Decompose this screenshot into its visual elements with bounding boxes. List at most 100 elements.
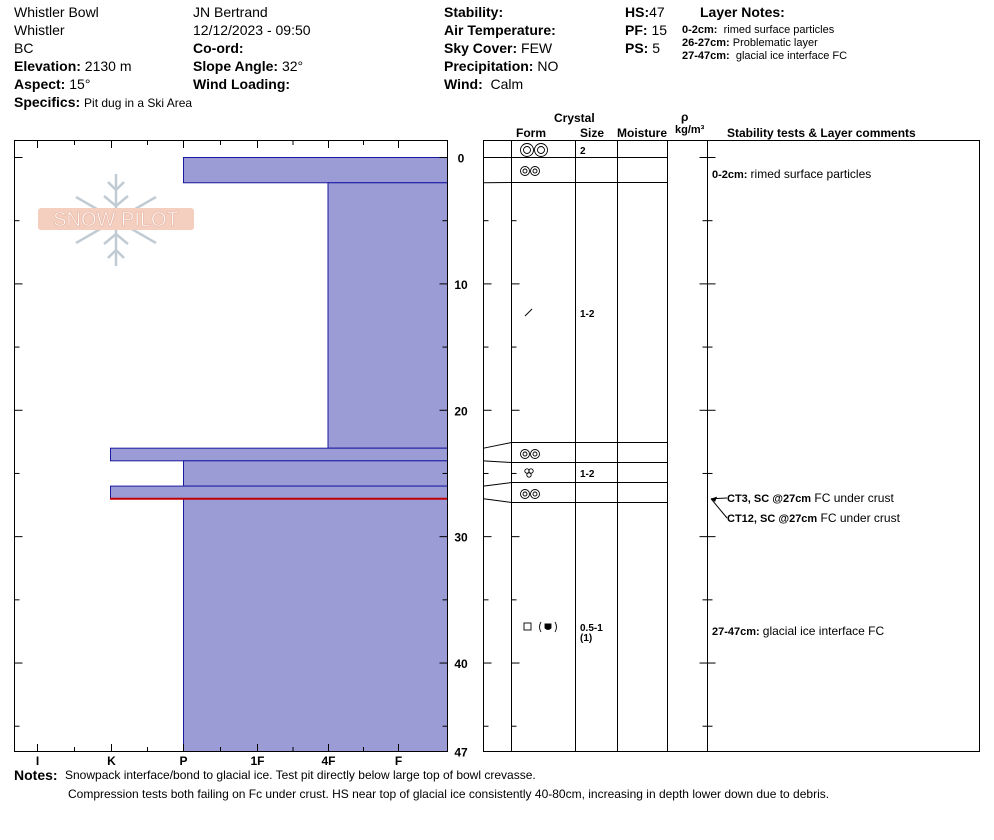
- hardness-layer-3: [110, 447, 448, 462]
- precip-label: Precipitation:: [444, 58, 534, 74]
- crystal-size-label: 1-2: [580, 469, 595, 480]
- specifics-label: Specifics:: [14, 94, 81, 110]
- form-header: Form: [516, 126, 546, 140]
- layer-note-3: 27-47cm: glacial ice interface FC: [682, 50, 847, 63]
- layer-note-2: 26-27cm: Problematic layer: [682, 37, 818, 50]
- logo-text: SNOW PILOT: [53, 209, 179, 231]
- notes-label: Notes:: [14, 767, 58, 783]
- notes-line-1: Snowpack interface/bond to glacial ice. …: [65, 768, 536, 782]
- aspect-row: Aspect: 15°: [14, 76, 90, 92]
- depth-tick-label: 30: [454, 531, 468, 545]
- wind-value: Calm: [490, 76, 524, 92]
- depth-tick-label: 0: [458, 152, 465, 166]
- density-unit: kg/m³: [675, 124, 705, 136]
- rimed-particles-icon: [520, 166, 540, 176]
- layer-note-text: glacial ice interface FC: [735, 50, 848, 62]
- slope-value: 32°: [281, 58, 304, 74]
- specifics-value: Pit dug in a Ski Area: [84, 96, 193, 110]
- depth-axis: 0 10 20 30 40 47: [14, 152, 716, 760]
- ps-row: PS: 5: [625, 40, 660, 56]
- hardness-axis: I K P 1F 4F F: [36, 140, 402, 768]
- stability-label: Stability:: [444, 4, 504, 20]
- observation-datetime: 12/12/2023 - 09:50: [193, 22, 311, 38]
- elevation-label: Elevation:: [14, 58, 81, 74]
- hardness-tick-label: 1F: [250, 754, 264, 768]
- layer-note-range: 0-2cm:: [682, 24, 718, 36]
- layer-comment-text: glacial ice interface FC: [763, 624, 885, 638]
- layer-connector: [483, 442, 512, 449]
- hardness-tick-label: K: [107, 754, 116, 768]
- ps-label: PS:: [625, 40, 649, 56]
- snowpilot-logo: SNOW PILOT: [38, 174, 194, 266]
- layer-comment-text: rimed surface particles: [751, 167, 872, 181]
- area-name: Whistler: [14, 22, 65, 38]
- stability-test-label: CT3, SC @27cm: [727, 493, 811, 505]
- crystal-size-label: (1): [580, 633, 592, 644]
- sky-label: Sky Cover:: [444, 40, 518, 56]
- hardness-layer-2: [327, 182, 448, 449]
- region-name: BC: [14, 40, 34, 56]
- arrow-icon: [711, 496, 717, 502]
- hardness-layers: [110, 157, 448, 752]
- density-symbol: ρ: [681, 110, 689, 124]
- comments-header: Stability tests & Layer comments: [727, 126, 916, 140]
- rimed-particles-icon: [520, 449, 540, 459]
- layer-notes-title: Layer Notes:: [700, 4, 785, 20]
- moisture-header: Moisture: [617, 126, 668, 140]
- specifics-row: Specifics: Pit dug in a Ski Area: [14, 94, 192, 110]
- depth-tick-label: 47: [454, 746, 468, 760]
- notes-line-2: Compression tests both failing on Fc und…: [68, 787, 830, 801]
- hardness-layer-1: [183, 157, 448, 184]
- layer-comment-range: 27-47cm:: [712, 626, 763, 638]
- crystal-size-label: 1-2: [580, 309, 595, 320]
- sky-value: FEW: [521, 40, 553, 56]
- crystal-header: Crystal: [554, 111, 595, 125]
- layer-comment-range: 0-2cm:: [712, 169, 751, 181]
- layer-comments: 0-2cm: rimed surface particles 27-47cm: g…: [712, 167, 884, 638]
- location-name: Whistler Bowl: [14, 4, 99, 20]
- stability-test: CT3, SC @27cm FC under crust: [727, 491, 894, 505]
- rimed-particles-icon: [520, 489, 540, 499]
- decomposing-fragments-icon: [524, 308, 533, 317]
- wind-loading-label: Wind Loading:: [193, 76, 291, 92]
- pf-label: PF:: [625, 22, 648, 38]
- layer-comment: 27-47cm: glacial ice interface FC: [712, 624, 884, 638]
- aspect-label: Aspect:: [14, 76, 66, 92]
- layer-connector: [483, 482, 512, 487]
- layer-note-range: 26-27cm:: [682, 37, 730, 49]
- stability-test-text: FC under crust: [811, 491, 894, 505]
- sky-row: Sky Cover: FEW: [444, 40, 552, 56]
- depth-tick-label: 40: [454, 657, 468, 671]
- observer-name: JN Bertrand: [193, 4, 268, 20]
- precip-row: Precipitation: NO: [444, 58, 558, 74]
- stability-test-label: CT12, SC @27cm: [727, 513, 817, 525]
- coord-label: Co-ord:: [193, 40, 244, 56]
- melt-forms-icon: [524, 468, 534, 478]
- crystal-size-label: 0.5-1: [580, 623, 603, 634]
- wind-label: Wind:: [444, 76, 483, 92]
- hardness-layer-5: [110, 485, 448, 500]
- stability-test-pointer: [710, 498, 728, 519]
- stability-tests: CT3, SC @27cm FC under crust CT12, SC @27…: [710, 491, 901, 525]
- logo-banner: [38, 208, 194, 230]
- layer-connector: [483, 460, 512, 463]
- hs-row: HS:47: [625, 4, 665, 20]
- stability-test: CT12, SC @27cm FC under crust: [727, 511, 901, 525]
- depth-tick-label: 20: [454, 404, 468, 418]
- precip-value: NO: [537, 58, 559, 74]
- layer-note-range: 27-47cm:: [682, 50, 730, 62]
- crystal-layers: 2 1-2 1-2 0.5-1(1): [483, 146, 668, 644]
- elevation-row: Elevation: 2130 m: [14, 58, 132, 74]
- pf-value: 15: [651, 22, 668, 38]
- faceted-crystals-icon: [523, 621, 557, 633]
- hardness-tick-label: F: [395, 754, 402, 768]
- slope-row: Slope Angle: 32°: [193, 58, 303, 74]
- layer-note-text: rimed surface particles: [723, 24, 835, 36]
- hardness-chart-frame: [14, 140, 448, 752]
- hs-value: 47: [649, 4, 665, 20]
- hardness-tick-label: 4F: [321, 754, 335, 768]
- size-header: Size: [580, 126, 605, 140]
- crystal-size-label: 2: [580, 146, 586, 157]
- layer-note-1: 0-2cm: rimed surface particles: [682, 24, 834, 37]
